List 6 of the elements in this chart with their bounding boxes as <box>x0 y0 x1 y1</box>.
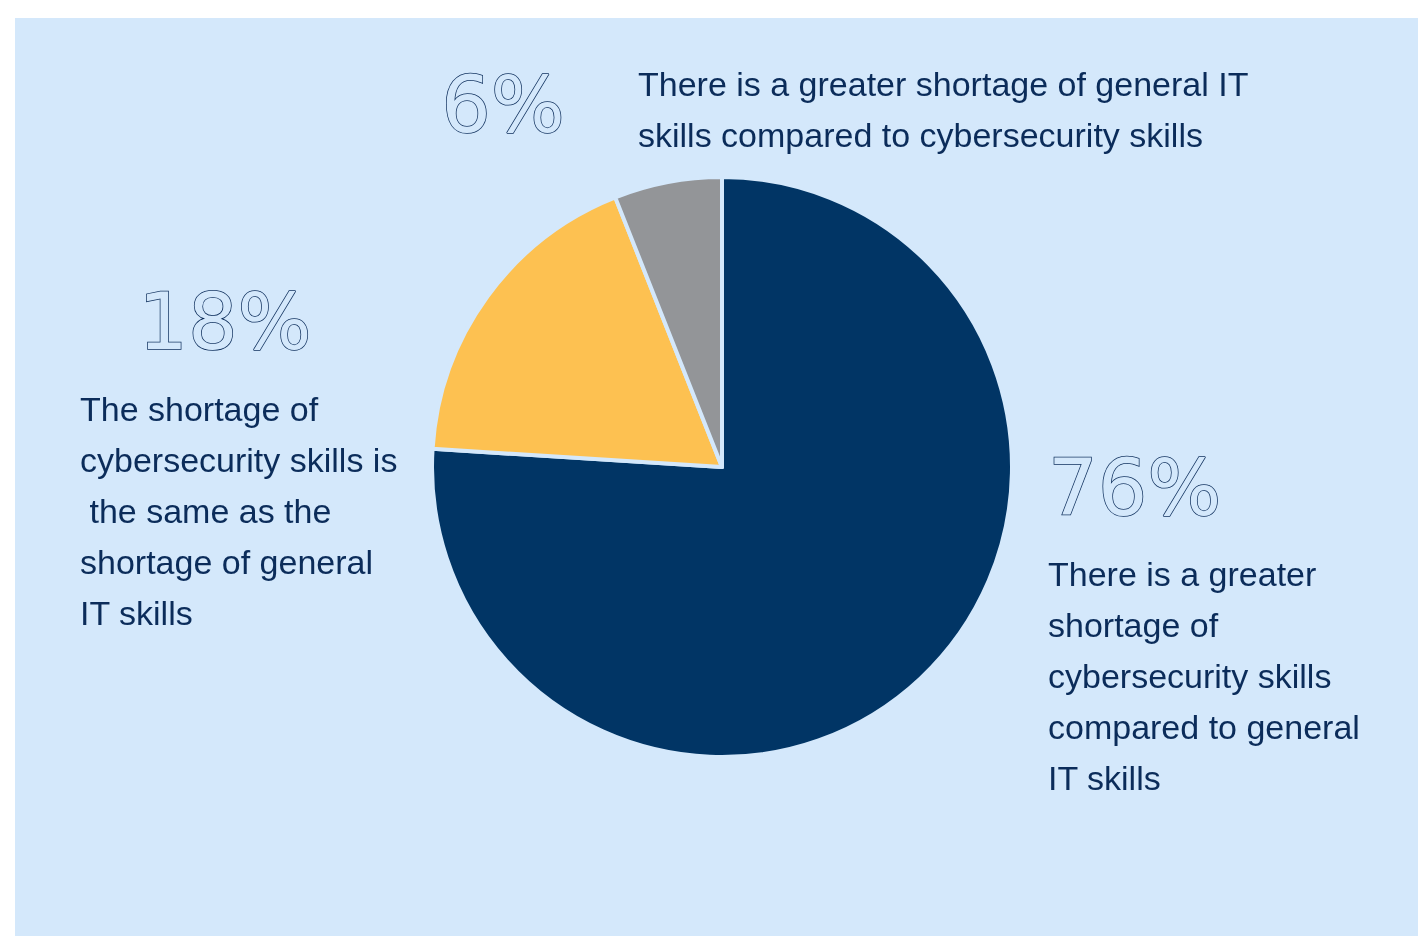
slice-label: There is a greater shortage of cybersecurity skills compared to general IT skills <box>1048 554 1370 797</box>
data-label: 18% <box>138 277 312 367</box>
data-label: 6% <box>441 60 565 150</box>
data-label: 76% <box>1048 443 1222 533</box>
slice-label: The shortage of cybersecurity skills is the same as the shortage of general IT skills <box>80 389 398 632</box>
slice-label: There is a greater shortage of general IT skills compared to cybersecurity skills <box>638 64 1258 154</box>
